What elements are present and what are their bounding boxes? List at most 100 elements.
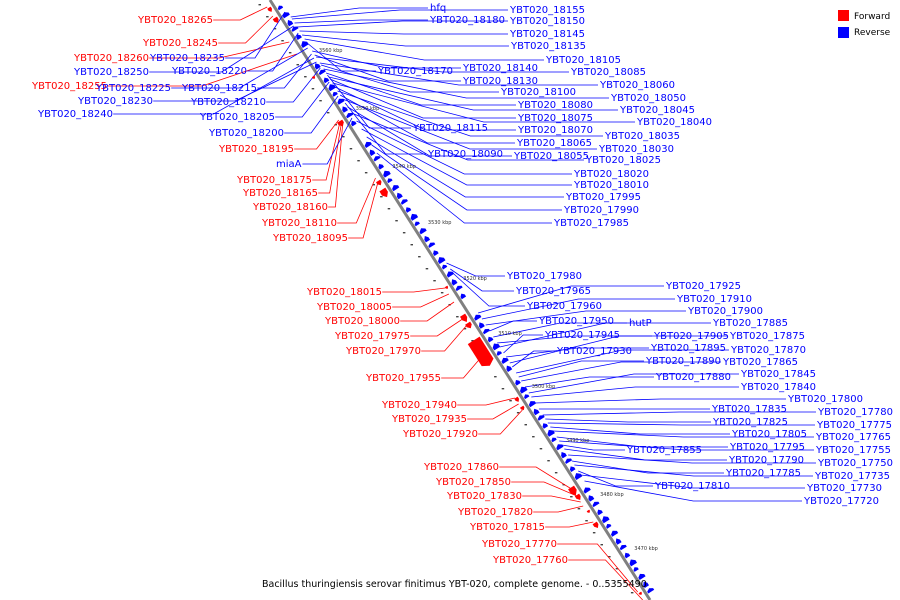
genome-caption: Bacillus thuringiensis serovar finitimus… xyxy=(262,579,647,590)
reverse-gene-glyph xyxy=(574,473,583,480)
leader-line xyxy=(521,361,721,382)
reverse-gene-label: YBT020_18030 xyxy=(598,144,674,155)
reverse-gene-label: YBT020_17895 xyxy=(650,343,726,354)
reverse-gene-label: YBT020_17730 xyxy=(806,483,882,494)
legend-reverse-swatch xyxy=(838,27,849,38)
leader-line xyxy=(113,57,315,115)
reverse-gene-glyph xyxy=(506,365,513,372)
reverse-gene-label: YBT020_17735 xyxy=(814,471,890,482)
tick-dot xyxy=(456,316,459,318)
tick-dot xyxy=(288,52,292,54)
tick-dot xyxy=(281,40,284,42)
reverse-gene-label: YBT020_17875 xyxy=(729,331,805,342)
reverse-gene-label: YBT020_18230 xyxy=(77,96,153,107)
leader-line xyxy=(499,466,574,491)
tick-dot xyxy=(509,400,512,402)
leader-line xyxy=(299,30,508,35)
reverse-gene-glyph xyxy=(524,394,530,400)
reverse-gene-glyph xyxy=(323,77,330,84)
tick-dot xyxy=(364,172,368,174)
reverse-gene-glyph xyxy=(400,199,408,205)
reverse-gene-glyph xyxy=(282,12,290,19)
reverse-gene-glyph xyxy=(378,164,384,170)
forward-gene-label: YBT020_18000 xyxy=(324,316,400,327)
reverse-gene-label: YBT020_18010 xyxy=(573,180,649,191)
reverse-gene-glyph xyxy=(318,69,326,76)
reverse-gene-glyph xyxy=(520,386,528,394)
leader-line xyxy=(225,11,286,59)
leader-line xyxy=(571,460,724,474)
reverse-gene-label: YBT020_18075 xyxy=(517,113,593,124)
tick-dot xyxy=(342,136,345,138)
gene-glyphs xyxy=(267,5,655,600)
leader-line xyxy=(371,144,562,211)
reverse-gene-glyph xyxy=(314,63,321,70)
legend-forward-swatch xyxy=(838,10,849,21)
leader-line xyxy=(213,6,268,21)
reverse-gene-label: YBT020_17945 xyxy=(544,330,620,341)
forward-gene-glyph xyxy=(444,285,449,289)
tick-dot xyxy=(311,88,315,90)
leader-line xyxy=(499,322,711,348)
reverse-gene-label: YBT020_18035 xyxy=(604,131,680,142)
tick-dot xyxy=(547,460,550,462)
reverse-gene-label: YBT020_17845 xyxy=(740,369,816,380)
reverse-gene-label: YBT020_17855 xyxy=(626,445,702,456)
kbp-tick-label: 3530 kbp xyxy=(428,220,452,226)
reverse-gene-label: YBT020_17870 xyxy=(730,345,806,356)
forward-gene-label: YBT020_18255 xyxy=(31,81,107,92)
tick-dot xyxy=(494,376,497,378)
reverse-gene-label: YBT020_18205 xyxy=(199,112,275,123)
reverse-gene-label: YBT020_18090 xyxy=(427,149,503,160)
forward-gene-label: YBT020_17955 xyxy=(365,373,441,384)
reverse-gene-label: miaA xyxy=(276,159,302,170)
leader-line xyxy=(149,25,294,73)
leader-line xyxy=(503,334,543,354)
tick-dot xyxy=(372,184,375,186)
reverse-gene-label: YBT020_17925 xyxy=(665,281,741,292)
reverse-gene-label: YBT020_17785 xyxy=(725,468,801,479)
reverse-gene-glyph xyxy=(369,149,376,156)
leader-line xyxy=(516,349,729,374)
reverse-gene-label: YBT020_18220 xyxy=(171,66,247,77)
reverse-gene-glyph xyxy=(424,236,431,243)
reverse-gene-glyph xyxy=(501,357,509,364)
leader-line xyxy=(366,136,564,198)
reverse-gene-glyph xyxy=(492,343,501,351)
kbp-tick-labels: 3560 kbp 3550 kbp 3540 kbp 3530 kbp 3520 kbp… xyxy=(319,48,658,552)
reverse-gene-label: YBT020_18025 xyxy=(585,155,661,166)
forward-gene-glyph xyxy=(574,493,581,500)
reverse-gene-glyph xyxy=(332,92,338,97)
reverse-gene-label: YBT020_17900 xyxy=(687,306,763,317)
reverse-gene-label: hfq xyxy=(430,3,446,14)
leader-line xyxy=(441,351,487,379)
reverse-gene-glyph xyxy=(547,429,555,437)
reverse-gene-label: YBT020_17995 xyxy=(565,192,641,203)
forward-gene-glyph xyxy=(311,75,316,79)
reverse-gene-label: YBT020_17965 xyxy=(515,286,591,297)
reverse-gene-glyph xyxy=(474,314,482,321)
leader-line xyxy=(533,505,584,513)
reverse-gene-label: YBT020_18150 xyxy=(509,16,585,27)
reverse-gene-label: YBT020_18100 xyxy=(500,87,576,98)
reverse-gene-glyph xyxy=(528,401,537,408)
reverse-gene-glyph xyxy=(638,573,646,580)
forward-gene-label: YBT020_18165 xyxy=(242,188,318,199)
leader-line xyxy=(323,68,609,99)
reverse-gene-glyph xyxy=(410,213,419,221)
reverse-gene-label: YBT020_18115 xyxy=(412,123,488,134)
leader-line xyxy=(339,94,515,144)
tick-dot xyxy=(585,520,588,522)
reverse-gene-label: YBT020_17795 xyxy=(729,442,805,453)
leader-lines xyxy=(107,6,816,600)
leader-line xyxy=(351,112,584,161)
leader-line xyxy=(275,81,330,118)
reverse-gene-label: YBT020_17780 xyxy=(817,407,893,418)
forward-gene-glyph xyxy=(586,509,590,513)
reverse-gene-label: YBT020_18200 xyxy=(208,128,284,139)
tick-dot xyxy=(562,484,565,486)
reverse-gene-glyph xyxy=(588,495,595,502)
reverse-gene-label: YBT020_17960 xyxy=(526,301,602,312)
reverse-gene-label: YBT020_18045 xyxy=(619,105,695,116)
